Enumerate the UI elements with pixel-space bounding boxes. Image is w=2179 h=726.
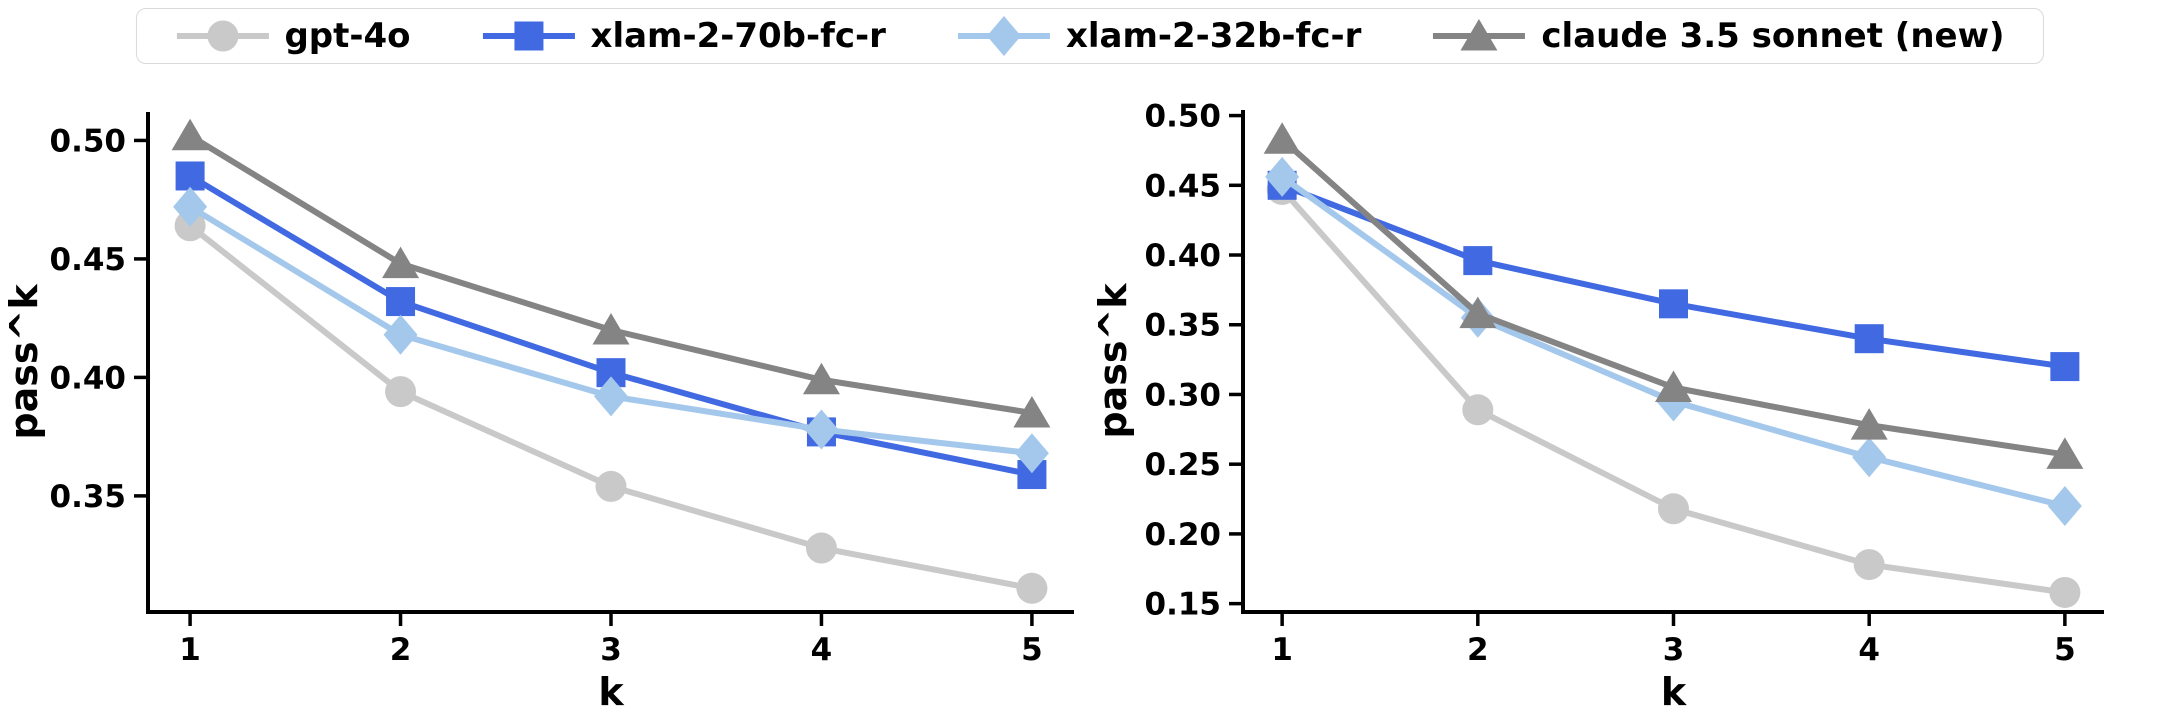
x-tick-label: 5 — [1021, 632, 1043, 668]
legend-item-gpt-4o: gpt-4o — [174, 16, 411, 56]
x-tick-label: 4 — [1858, 632, 1880, 668]
series-xlam-2-70b-fc-r-marker-square — [1463, 246, 1493, 276]
series-gpt-4o-marker-circle — [1853, 549, 1885, 581]
legend-label: gpt-4o — [284, 16, 411, 56]
series-gpt-4o-marker-circle — [1658, 493, 1689, 525]
y-tick-label: 0.30 — [1145, 377, 1222, 413]
series-xlam-2-32b-fc-r-marker-diamond — [173, 186, 208, 227]
y-tick-label: 0.15 — [1145, 587, 1222, 623]
right-chart: 1 2 3 4 5 0.15 0.20 0.25 0.30 0.35 0.40 0.45 0.50 k pa… — [1091, 99, 2104, 714]
series-xlam-2-70b-fc-r-marker-square — [2050, 352, 2080, 382]
right-axes-spines — [1241, 110, 2104, 614]
left-ylabel: pass^k — [2, 284, 46, 440]
series-xlam-2-32b-fc-r-marker-diamond — [1014, 433, 1049, 474]
series-xlam-2-32b-fc-r-marker-diamond — [594, 376, 628, 417]
series-gpt-4o-marker-circle — [2049, 576, 2081, 608]
x-tick-label: 2 — [390, 632, 412, 668]
left-xlabel: k — [598, 670, 624, 714]
y-tick-label: 0.40 — [50, 360, 127, 396]
y-tick-label: 0.20 — [1145, 517, 1222, 553]
series-claude 3.5 sonnet (new)-marker-triangle — [1655, 370, 1692, 402]
series-xlam-2-70b-fc-r-marker-square — [1854, 324, 1884, 354]
series-claude 3.5 sonnet (new)-marker-triangle — [592, 313, 630, 345]
series-claude 3.5 sonnet (new)-marker-triangle — [1850, 408, 1888, 440]
left-chart: 1 2 3 4 5 0.35 0.40 0.45 0.50 k pass^k — [2, 112, 1074, 714]
y-tick-label: 0.50 — [1145, 99, 1222, 135]
series-xlam-2-32b-fc-r-marker-diamond — [1852, 437, 1887, 478]
series-claude 3.5 sonnet (new)-marker-triangle — [802, 362, 840, 395]
series-xlam-2-32b-fc-r-marker-diamond — [2047, 486, 2082, 527]
series-gpt-4o-marker-circle — [1462, 394, 1494, 426]
x-tick-label: 4 — [811, 632, 833, 668]
series-gpt-4o-marker-circle — [805, 532, 837, 564]
x-tick-label: 1 — [1271, 632, 1293, 668]
legend-label: xlam-2-70b-fc-r — [590, 16, 886, 56]
x-tick-label: 5 — [2054, 632, 2076, 668]
x-tick-label: 2 — [1467, 632, 1489, 668]
legend-marker-triangle-icon — [1433, 19, 1526, 51]
x-tick-label: 3 — [600, 632, 622, 668]
series-xlam-2-32b-fc-r-marker-diamond — [1265, 156, 1300, 197]
series-line-xlam-2-32b-fc-r — [1279, 173, 2068, 510]
legend-marker-diamond-icon — [957, 16, 1050, 56]
series-gpt-4o-marker-circle — [385, 376, 417, 408]
series-claude 3.5 sonnet (new)-marker-triangle — [1263, 122, 1301, 154]
y-tick-label: 0.35 — [1145, 308, 1222, 344]
series-claude 3.5 sonnet (new)-marker-triangle — [2046, 437, 2084, 469]
legend-label: xlam-2-32b-fc-r — [1065, 16, 1362, 56]
right-ylabel: pass^k — [1091, 283, 1135, 439]
legend-label: claude 3.5 sonnet (new) — [1541, 16, 2005, 56]
y-tick-label: 0.40 — [1145, 238, 1222, 274]
series-xlam-2-70b-fc-r-marker-square — [1659, 289, 1688, 319]
y-tick-label: 0.45 — [50, 242, 127, 278]
x-tick-label: 3 — [1663, 632, 1685, 668]
left-axes-spines — [146, 112, 1074, 614]
x-tick-label: 1 — [179, 632, 201, 668]
series-xlam-2-32b-fc-r-marker-diamond — [804, 409, 839, 450]
series-xlam-2-70b-fc-r-marker-square — [175, 161, 205, 191]
series-claude 3.5 sonnet (new)-marker-triangle — [1013, 395, 1051, 428]
legend: gpt-4o xlam-2-70b-fc-r xlam-2-32b-fc-r c… — [135, 8, 2044, 64]
legend-marker-circle-icon — [176, 20, 269, 52]
right-xlabel: k — [1661, 670, 1687, 714]
y-tick-label: 0.45 — [1145, 168, 1222, 204]
series-gpt-4o-marker-circle — [595, 470, 627, 502]
series-gpt-4o-marker-circle — [1016, 572, 1048, 604]
legend-marker-square-icon — [482, 21, 575, 51]
y-tick-label: 0.35 — [50, 479, 127, 515]
legend-item-xlam-2-70b-fc-r: xlam-2-70b-fc-r — [481, 16, 886, 56]
series-claude 3.5 sonnet (new)-marker-triangle — [382, 246, 420, 279]
legend-item-xlam-2-32b-fc-r: xlam-2-32b-fc-r — [956, 16, 1361, 56]
series-claude 3.5 sonnet (new)-marker-triangle — [171, 118, 209, 151]
legend-item-claude-3-5-sonnet-new: claude 3.5 sonnet (new) — [1431, 16, 2005, 56]
series-line-xlam-2-70b-fc-r — [1279, 182, 2068, 370]
series-xlam-2-32b-fc-r-marker-diamond — [383, 314, 418, 355]
series-xlam-2-70b-fc-r-marker-square — [386, 287, 416, 317]
series-claude 3.5 sonnet (new)-marker-triangle — [1459, 296, 1497, 329]
y-tick-label: 0.50 — [50, 123, 127, 159]
y-tick-label: 0.25 — [1145, 447, 1222, 483]
